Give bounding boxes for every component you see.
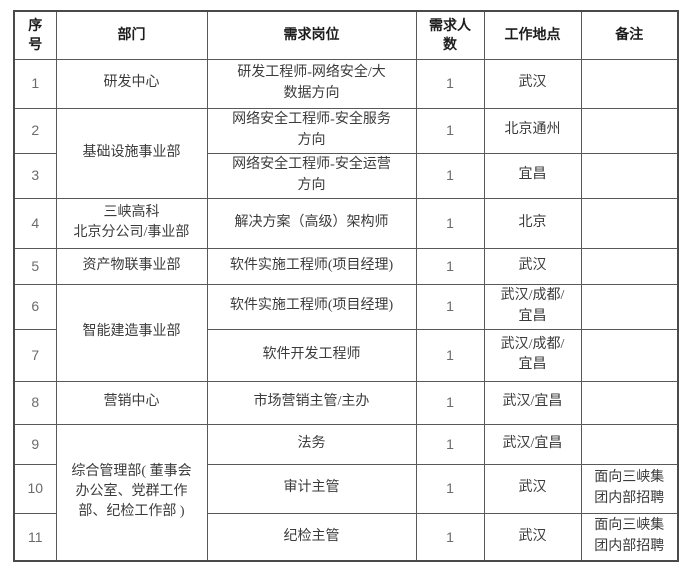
location-cell: 武汉 xyxy=(483,463,582,514)
header-cell-location: 工作地点 xyxy=(483,10,582,60)
header-cell-number: 序 号 xyxy=(13,10,57,60)
header-cell-position: 需求岗位 xyxy=(206,10,417,60)
table-row: 10 审计主管 1 武汉 面向三峡集 团内部招聘 xyxy=(13,463,679,514)
table-row: 6 智能建造事业部 软件实施工程师(项目经理) 1 武汉/成都/ 宜昌 xyxy=(13,283,679,382)
headcount-cell: 1 xyxy=(415,328,485,382)
row-number-cell: 1 xyxy=(13,58,57,109)
row-number-cell: 11 xyxy=(13,512,57,562)
position-cell: 网络安全工程师-安全服务 方向 xyxy=(206,107,417,154)
note-cell xyxy=(580,380,679,425)
note-cell xyxy=(580,328,679,382)
header-cell-headcount: 需求人 数 xyxy=(415,10,485,60)
row-number-cell: 2 xyxy=(13,107,57,154)
table-row: 2 基础设施事业部 网络安全工程师-安全服务 方向 1 北京通州 xyxy=(13,107,679,199)
note-cell xyxy=(580,197,679,249)
headcount-cell: 1 xyxy=(415,247,485,285)
location-cell: 武汉 xyxy=(483,58,582,109)
location-cell: 武汉 xyxy=(483,247,582,285)
table-row: 1 研发中心 研发工程师-网络安全/大 数据方向 1 武汉 xyxy=(13,58,679,109)
row-number-cell: 4 xyxy=(13,197,57,249)
department-cell: 研发中心 xyxy=(55,58,208,109)
note-cell xyxy=(580,107,679,154)
headcount-cell: 1 xyxy=(415,463,485,514)
row-number-cell: 5 xyxy=(13,247,57,285)
department-cell: 三峡高科 北京分公司/事业部 xyxy=(55,197,208,249)
position-cell: 软件实施工程师(项目经理) xyxy=(206,247,417,285)
headcount-cell: 1 xyxy=(415,58,485,109)
department-cell: 基础设施事业部 xyxy=(55,107,208,199)
position-cell: 纪检主管 xyxy=(206,512,417,562)
position-cell: 解决方案（高级）架构师 xyxy=(206,197,417,249)
note-cell xyxy=(580,58,679,109)
header-cell-note: 备注 xyxy=(580,10,679,60)
department-cell: 资产物联事业部 xyxy=(55,247,208,285)
table-row: 4 三峡高科 北京分公司/事业部 解决方案（高级）架构师 1 北京 xyxy=(13,197,679,249)
note-cell: 面向三峡集 团内部招聘 xyxy=(580,463,679,514)
table-row: 9 综合管理部( 董事会 办公室、党群工作 部、纪检工作部 ) 法务 1 武汉/… xyxy=(13,423,679,562)
recruitment-table: 序 号 部门 需求岗位 需求人 数 工作地点 备注 1 研发中心 研发工程师-网… xyxy=(13,10,679,562)
note-cell xyxy=(580,423,679,465)
department-cell: 综合管理部( 董事会 办公室、党群工作 部、纪检工作部 ) xyxy=(55,423,208,562)
headcount-cell: 1 xyxy=(415,107,485,154)
position-cell: 软件实施工程师(项目经理) xyxy=(206,283,417,330)
location-cell: 武汉/宜昌 xyxy=(483,423,582,465)
position-cell: 软件开发工程师 xyxy=(206,328,417,382)
note-cell xyxy=(580,247,679,285)
position-cell: 市场营销主管/主办 xyxy=(206,380,417,425)
table-row: 5 资产物联事业部 软件实施工程师(项目经理) 1 武汉 xyxy=(13,247,679,285)
headcount-cell: 1 xyxy=(415,283,485,330)
note-cell xyxy=(580,152,679,199)
location-cell: 武汉 xyxy=(483,512,582,562)
table-row: 8 营销中心 市场营销主管/主办 1 武汉/宜昌 xyxy=(13,380,679,425)
row-number-cell: 9 xyxy=(13,423,57,465)
location-cell: 武汉/成都/ 宜昌 xyxy=(483,328,582,382)
position-cell: 法务 xyxy=(206,423,417,465)
table-row: 11 纪检主管 1 武汉 面向三峡集 团内部招聘 xyxy=(13,512,679,562)
position-cell: 研发工程师-网络安全/大 数据方向 xyxy=(206,58,417,109)
headcount-cell: 1 xyxy=(415,197,485,249)
row-number-cell: 3 xyxy=(13,152,57,199)
location-cell: 武汉/宜昌 xyxy=(483,380,582,425)
location-cell: 北京通州 xyxy=(483,107,582,154)
note-cell: 面向三峡集 团内部招聘 xyxy=(580,512,679,562)
note-cell xyxy=(580,283,679,330)
row-number-cell: 10 xyxy=(13,463,57,514)
headcount-cell: 1 xyxy=(415,380,485,425)
headcount-cell: 1 xyxy=(415,152,485,199)
row-number-cell: 8 xyxy=(13,380,57,425)
location-cell: 武汉/成都/ 宜昌 xyxy=(483,283,582,330)
headcount-cell: 1 xyxy=(415,512,485,562)
header-cell-department: 部门 xyxy=(55,10,208,60)
position-cell: 网络安全工程师-安全运营 方向 xyxy=(206,152,417,199)
table-header-row: 序 号 部门 需求岗位 需求人 数 工作地点 备注 xyxy=(13,10,679,60)
position-cell: 审计主管 xyxy=(206,463,417,514)
row-number-cell: 7 xyxy=(13,328,57,382)
department-cell: 智能建造事业部 xyxy=(55,283,208,382)
location-cell: 宜昌 xyxy=(483,152,582,199)
headcount-cell: 1 xyxy=(415,423,485,465)
location-cell: 北京 xyxy=(483,197,582,249)
table-row: 3 网络安全工程师-安全运营 方向 1 宜昌 xyxy=(13,152,679,199)
row-number-cell: 6 xyxy=(13,283,57,330)
department-cell: 营销中心 xyxy=(55,380,208,425)
